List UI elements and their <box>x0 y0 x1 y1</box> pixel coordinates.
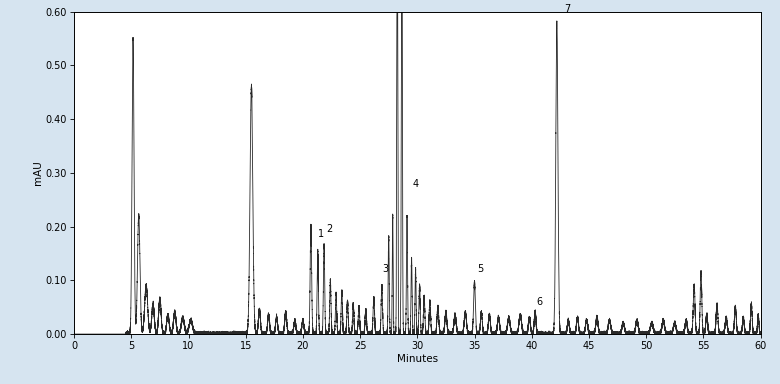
X-axis label: Minutes: Minutes <box>397 354 438 364</box>
Text: 1: 1 <box>317 229 324 239</box>
Text: 2: 2 <box>326 223 332 233</box>
Text: 6: 6 <box>537 297 543 307</box>
Text: 5: 5 <box>477 264 484 274</box>
Text: 4: 4 <box>413 179 419 189</box>
Text: 3: 3 <box>382 264 388 274</box>
Y-axis label: mAU: mAU <box>33 161 43 185</box>
Text: 7: 7 <box>564 4 570 14</box>
